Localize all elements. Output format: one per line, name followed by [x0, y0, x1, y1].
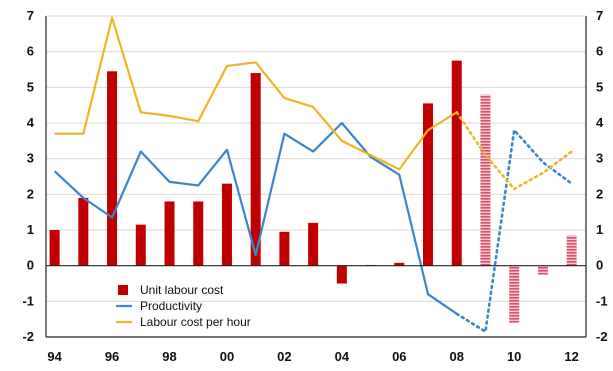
bar-unit-labour-cost	[193, 201, 204, 266]
y-tick-label-right: 4	[596, 115, 604, 130]
y-tick-label-left: 7	[27, 8, 34, 23]
x-tick-label: 98	[162, 349, 176, 364]
x-tick-label: 96	[105, 349, 119, 364]
x-tick-label: 10	[507, 349, 521, 364]
y-tick-label-right: 5	[596, 79, 603, 94]
x-tick-label: 06	[392, 349, 406, 364]
legend-entry: Labour cost per hour	[140, 315, 251, 329]
bar-unit-labour-cost	[308, 222, 319, 266]
y-tick-label-left: -1	[22, 293, 34, 308]
bar-unit-labour-cost	[164, 201, 175, 266]
line-productivity	[53, 121, 458, 315]
bar-unit-labour-cost	[49, 230, 60, 266]
y-tick-label-left: 2	[27, 186, 34, 201]
y-tick-label-left: -2	[22, 329, 34, 344]
x-tick-label: 08	[450, 349, 464, 364]
legend-entry: Unit labour cost	[140, 283, 224, 297]
y-tick-label-right: 0	[596, 258, 603, 273]
y-tick-label-right: 7	[596, 8, 603, 23]
bar-unit-labour-cost	[135, 224, 146, 266]
y-tick-label-right: 6	[596, 44, 603, 59]
y-tick-label-right: -1	[596, 293, 608, 308]
bar-unit-labour-cost	[221, 183, 232, 266]
y-tick-label-left: 6	[27, 44, 34, 59]
axis-layer: -2 -2-1 -10 01 12 23 34 45 56 67 794 96 98 00 02 04 06 08…	[22, 8, 607, 364]
bar-unit-labour-cost-forecast	[480, 94, 491, 266]
line-labour-cost-per-hour	[54, 16, 458, 171]
bar-unit-labour-cost	[394, 262, 405, 266]
bar-unit-labour-cost	[336, 265, 347, 284]
x-tick-label: 02	[277, 349, 291, 364]
y-tick-label-left: 3	[27, 151, 34, 166]
bar-unit-labour-cost-forecast	[537, 265, 548, 275]
y-tick-label-right: 1	[596, 222, 603, 237]
bar-unit-labour-cost	[107, 71, 118, 266]
legend-swatch-bar	[118, 285, 128, 295]
y-tick-label-right: 3	[596, 151, 603, 166]
y-tick-label-left: 1	[27, 222, 34, 237]
line-labour-cost-per-hour-forecast	[455, 111, 573, 191]
x-tick-label: 00	[220, 349, 234, 364]
bar-unit-labour-cost	[423, 103, 434, 266]
y-tick-label-left: 5	[27, 79, 34, 94]
bar-unit-labour-cost	[78, 197, 89, 266]
x-tick-label: 04	[335, 349, 350, 364]
bar-layer	[49, 60, 577, 323]
legend-entry: Productivity	[140, 299, 202, 313]
x-tick-label: 94	[47, 349, 62, 364]
bar-unit-labour-cost-forecast	[566, 235, 577, 266]
y-tick-label-right: -2	[596, 329, 608, 344]
y-tick-label-left: 0	[27, 258, 34, 273]
bar-unit-labour-cost	[250, 73, 261, 266]
legend: Unit labour cost Productivity Labour cost …	[116, 283, 251, 329]
x-tick-label: 12	[564, 349, 578, 364]
bar-unit-labour-cost	[279, 231, 290, 266]
y-tick-label-right: 2	[596, 186, 603, 201]
bar-unit-labour-cost	[451, 60, 462, 266]
y-tick-label-left: 4	[27, 115, 35, 130]
bar-unit-labour-cost-forecast	[509, 265, 520, 323]
line-layer	[53, 16, 573, 334]
